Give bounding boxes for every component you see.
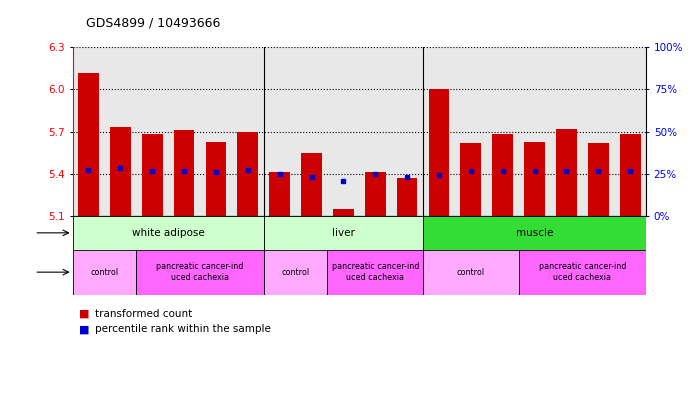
Text: control: control xyxy=(457,268,485,277)
Text: pancreatic cancer-ind
uced cachexia: pancreatic cancer-ind uced cachexia xyxy=(332,263,419,282)
Bar xyxy=(73,216,264,250)
Bar xyxy=(519,250,646,295)
Text: pancreatic cancer-ind
uced cachexia: pancreatic cancer-ind uced cachexia xyxy=(156,263,244,282)
Bar xyxy=(493,134,513,216)
Bar xyxy=(328,250,423,295)
Bar xyxy=(264,250,328,295)
Text: white adipose: white adipose xyxy=(132,228,205,238)
Text: ■: ■ xyxy=(79,309,90,318)
Text: liver: liver xyxy=(332,228,354,238)
Bar xyxy=(301,153,322,216)
Text: transformed count: transformed count xyxy=(95,309,192,318)
Bar xyxy=(206,141,226,216)
Bar xyxy=(238,132,258,216)
Bar xyxy=(110,127,131,216)
Bar xyxy=(142,134,162,216)
Bar xyxy=(397,178,417,216)
Text: control: control xyxy=(91,268,118,277)
Bar xyxy=(428,89,449,216)
Bar xyxy=(73,250,136,295)
Bar xyxy=(423,250,519,295)
Bar xyxy=(524,141,545,216)
Bar xyxy=(173,130,194,216)
Bar xyxy=(269,173,290,216)
Bar xyxy=(333,209,354,216)
Bar xyxy=(556,129,577,216)
Text: muscle: muscle xyxy=(516,228,553,238)
Text: control: control xyxy=(281,268,310,277)
Bar xyxy=(620,134,641,216)
Text: percentile rank within the sample: percentile rank within the sample xyxy=(95,324,271,334)
Bar xyxy=(588,143,609,216)
Text: GDS4899 / 10493666: GDS4899 / 10493666 xyxy=(86,17,220,29)
Bar xyxy=(264,216,423,250)
Bar xyxy=(365,173,386,216)
Bar xyxy=(423,216,646,250)
Bar xyxy=(78,72,99,216)
Text: pancreatic cancer-ind
uced cachexia: pancreatic cancer-ind uced cachexia xyxy=(539,263,626,282)
Text: ■: ■ xyxy=(79,324,90,334)
Bar xyxy=(460,143,481,216)
Bar xyxy=(136,250,264,295)
